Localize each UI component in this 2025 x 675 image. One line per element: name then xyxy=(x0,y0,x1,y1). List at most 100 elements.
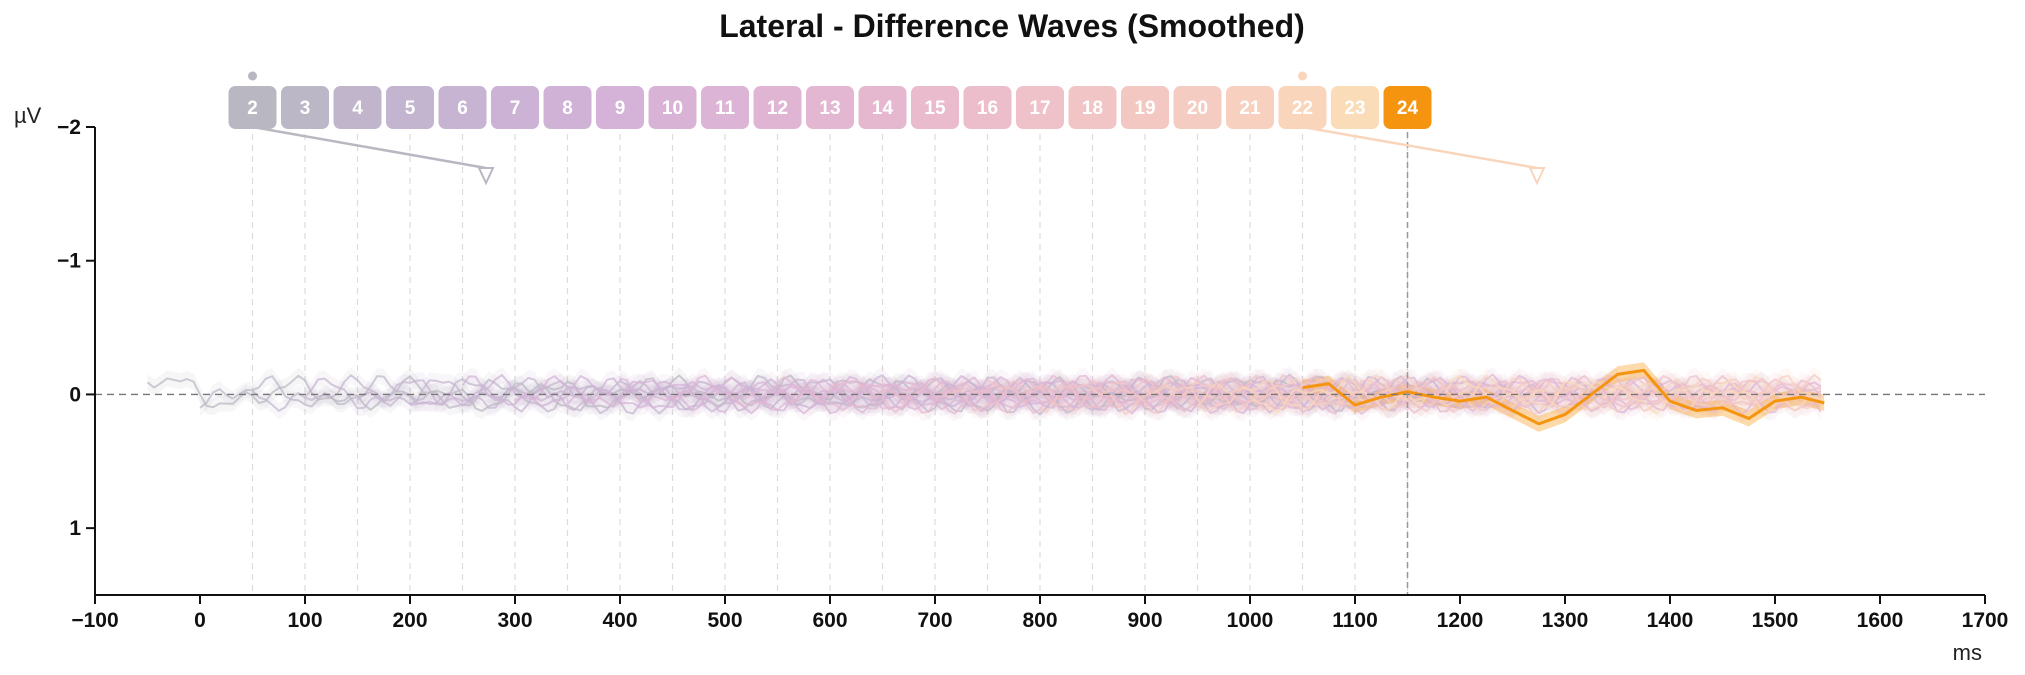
series-badge-bg-18[interactable] xyxy=(1068,86,1117,129)
confidence-band-5 xyxy=(305,368,1454,422)
series-badge-label[interactable]: 19 xyxy=(1134,98,1155,119)
series-badge-bg-5[interactable] xyxy=(386,86,434,129)
wave-line-11 xyxy=(619,373,1770,415)
series-badge-label[interactable]: 24 xyxy=(1397,98,1419,119)
series-badge-bg-9[interactable] xyxy=(596,86,644,129)
x-tick-label: 400 xyxy=(602,609,637,632)
series-badge-label[interactable]: 16 xyxy=(977,98,998,119)
series-badge-bg-20[interactable] xyxy=(1173,86,1222,129)
series-badge-bg-8[interactable] xyxy=(543,86,592,129)
series-badge-label[interactable]: 8 xyxy=(562,98,573,119)
end-connector-dot xyxy=(1298,71,1307,81)
series-badge-bg-11[interactable] xyxy=(701,86,749,129)
x-tick-label: 1400 xyxy=(1647,609,1694,632)
end-connector-marker xyxy=(1528,167,1546,186)
series-badge-10[interactable]: 10 xyxy=(648,86,697,129)
series-badge-11[interactable]: 11 xyxy=(701,86,749,129)
end-connector-line xyxy=(1302,125,1538,170)
series-badge-17[interactable]: 17 xyxy=(1016,86,1064,129)
series-badge-6[interactable]: 6 xyxy=(438,86,487,129)
x-tick-label: 1700 xyxy=(1962,609,2009,632)
series-badge-bg-16[interactable] xyxy=(963,86,1012,129)
series-badge-4[interactable]: 4 xyxy=(333,86,382,129)
x-tick-label: 800 xyxy=(1022,609,1057,632)
series-badge-14[interactable]: 14 xyxy=(858,86,907,129)
series-badge-label[interactable]: 17 xyxy=(1029,98,1050,119)
series-badge-15[interactable]: 15 xyxy=(911,86,959,129)
series-badge-bg-19[interactable] xyxy=(1121,86,1169,129)
wave-line-19 xyxy=(1039,378,1822,414)
series-badge-bg-2[interactable] xyxy=(228,86,277,129)
series-badge-24[interactable]: 24 xyxy=(1383,86,1432,129)
start-connector-line xyxy=(252,125,487,170)
series-badge-bg-12[interactable] xyxy=(753,86,802,129)
series-badge-20[interactable]: 20 xyxy=(1173,86,1222,129)
y-tick-label: −2 xyxy=(57,116,81,139)
series-badge-bg-7[interactable] xyxy=(491,86,539,129)
series-badge-label[interactable]: 6 xyxy=(457,98,468,119)
series-badge-bg-22[interactable] xyxy=(1278,86,1327,129)
start-connector-dot xyxy=(248,71,257,81)
series-badge-bg-21[interactable] xyxy=(1226,86,1274,129)
x-tick-label: 1300 xyxy=(1542,609,1589,632)
series-badge-5[interactable]: 5 xyxy=(386,86,434,129)
series-badge-bg-15[interactable] xyxy=(911,86,959,129)
series-badge-bg-14[interactable] xyxy=(858,86,907,129)
series-badge-label[interactable]: 9 xyxy=(615,98,626,119)
x-tick-label: 1200 xyxy=(1437,609,1484,632)
wave-lines xyxy=(146,368,1825,426)
series-badge-19[interactable]: 19 xyxy=(1121,86,1169,129)
series-selector[interactable]: 2 3 4 5 6 7 8 9 10 11 12 13 14 15 16 17 18 19 20 21 22 23 24 xyxy=(228,86,1432,129)
x-tick-label: 1600 xyxy=(1857,609,1904,632)
confidence-band-24 xyxy=(1302,362,1825,432)
series-badge-label[interactable]: 22 xyxy=(1292,98,1313,119)
wave-line-21 xyxy=(1144,374,1822,412)
series-badge-label[interactable]: 12 xyxy=(767,98,788,119)
series-badge-bg-3[interactable] xyxy=(281,86,329,129)
series-badge-label[interactable]: 20 xyxy=(1187,98,1208,119)
x-tick-label: 700 xyxy=(917,609,952,632)
series-badge-bg-6[interactable] xyxy=(438,86,487,129)
y-tick-label: −1 xyxy=(57,250,81,273)
series-badge-12[interactable]: 12 xyxy=(753,86,802,129)
y-tick-label: 1 xyxy=(69,517,81,540)
series-badge-21[interactable]: 21 xyxy=(1226,86,1274,129)
series-badge-2[interactable]: 2 xyxy=(228,86,277,129)
x-tick-label: 600 xyxy=(812,609,847,632)
series-badge-13[interactable]: 13 xyxy=(806,86,854,129)
series-badge-9[interactable]: 9 xyxy=(596,86,644,129)
series-badge-label[interactable]: 14 xyxy=(872,98,894,119)
series-badge-label[interactable]: 18 xyxy=(1082,98,1103,119)
series-badge-label[interactable]: 7 xyxy=(510,98,521,119)
series-badge-label[interactable]: 10 xyxy=(662,98,683,119)
series-badge-23[interactable]: 23 xyxy=(1331,86,1379,129)
series-badge-label[interactable]: 4 xyxy=(352,98,363,119)
series-badge-bg-17[interactable] xyxy=(1016,86,1064,129)
series-badge-8[interactable]: 8 xyxy=(543,86,592,129)
series-badge-bg-24[interactable] xyxy=(1383,86,1432,129)
series-badge-bg-10[interactable] xyxy=(648,86,697,129)
x-tick-label: 1100 xyxy=(1332,609,1378,632)
series-badge-bg-4[interactable] xyxy=(333,86,382,129)
series-badge-label[interactable]: 5 xyxy=(405,98,416,119)
series-badge-bg-23[interactable] xyxy=(1331,86,1379,129)
series-badge-7[interactable]: 7 xyxy=(491,86,539,129)
series-badge-label[interactable]: 13 xyxy=(819,98,840,119)
x-tick-label: 1000 xyxy=(1227,609,1274,632)
series-badge-bg-13[interactable] xyxy=(806,86,854,129)
series-badge-label[interactable]: 2 xyxy=(247,98,258,119)
onset-gridlines xyxy=(251,112,1409,595)
series-badge-16[interactable]: 16 xyxy=(963,86,1012,129)
series-badge-label[interactable]: 23 xyxy=(1344,98,1365,119)
wave-line-23 xyxy=(1249,375,1822,415)
series-badge-22[interactable]: 22 xyxy=(1278,86,1327,129)
y-unit-label: µV xyxy=(14,103,42,128)
series-badge-label[interactable]: 11 xyxy=(715,98,736,119)
series-badge-label[interactable]: 15 xyxy=(924,98,946,119)
series-badge-18[interactable]: 18 xyxy=(1068,86,1117,129)
series-badge-label[interactable]: 3 xyxy=(300,98,311,119)
confidence-band-2 xyxy=(147,367,1296,419)
series-badge-3[interactable]: 3 xyxy=(281,86,329,129)
x-unit-label: ms xyxy=(1953,640,1982,665)
series-badge-label[interactable]: 21 xyxy=(1239,98,1261,119)
